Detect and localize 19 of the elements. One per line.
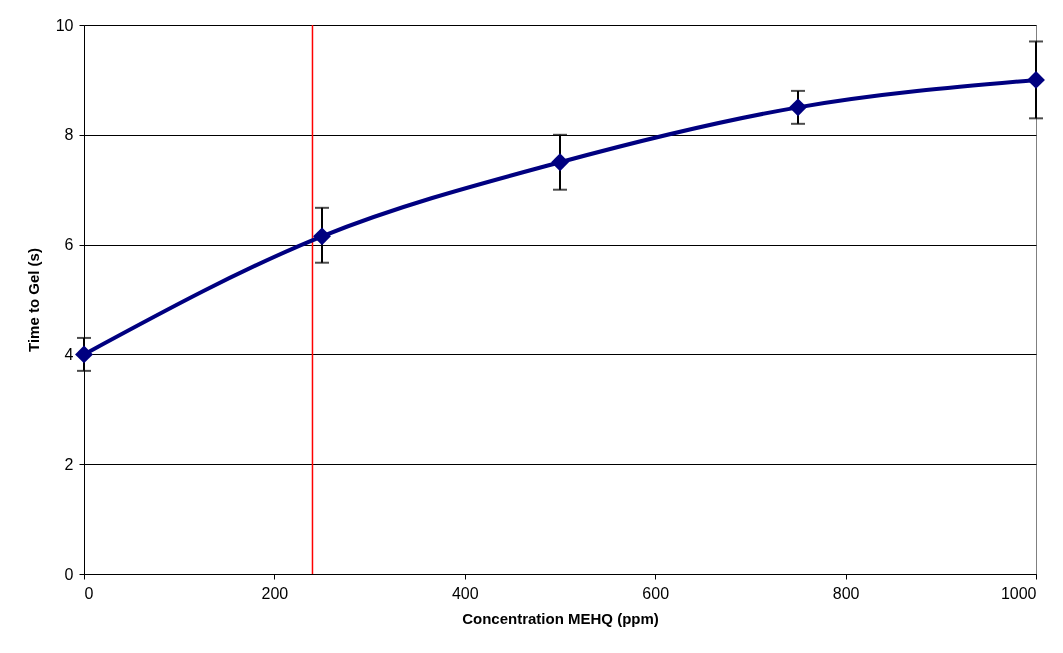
point (1027, 70, 1045, 89)
x-tick-label: 0 (84, 584, 94, 602)
y-tick-label: 2 (64, 455, 74, 473)
point (551, 153, 569, 172)
point (789, 98, 807, 117)
x-tick-label: 600 (642, 584, 670, 602)
y-tick-label: 0 (64, 565, 74, 583)
x-tick-label: 200 (261, 584, 289, 602)
y-tick-label: 4 (64, 345, 74, 363)
x-axis-title: Concentration MEHQ (ppm) (462, 609, 659, 627)
y-axis-title: Time to Gel (s) (24, 248, 42, 352)
point (313, 227, 331, 246)
y-tick-label: 8 (64, 126, 74, 144)
x-tick-label: 800 (832, 584, 860, 602)
x-tick-label: 1000 (1000, 584, 1037, 602)
x-tick-label: 400 (451, 584, 479, 602)
point (75, 345, 93, 364)
y-tick-label: 6 (64, 236, 74, 254)
y-tick-label: 10 (55, 16, 74, 34)
